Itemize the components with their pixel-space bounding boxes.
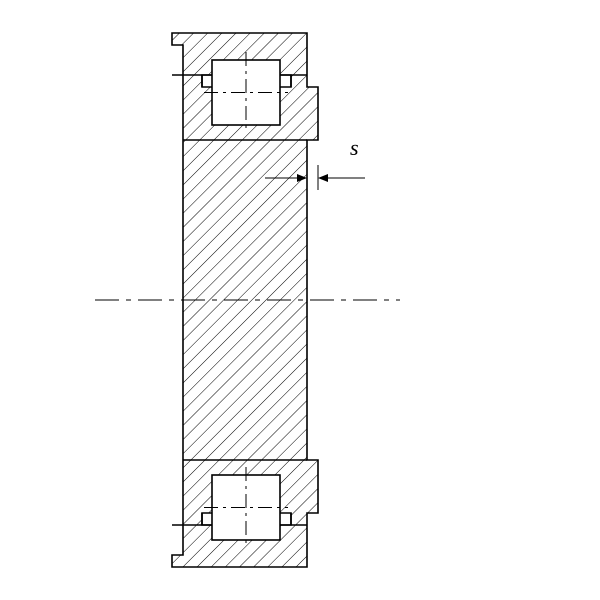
- dim-s-label: s: [350, 135, 359, 160]
- dim-s-arrow-right: [318, 174, 328, 182]
